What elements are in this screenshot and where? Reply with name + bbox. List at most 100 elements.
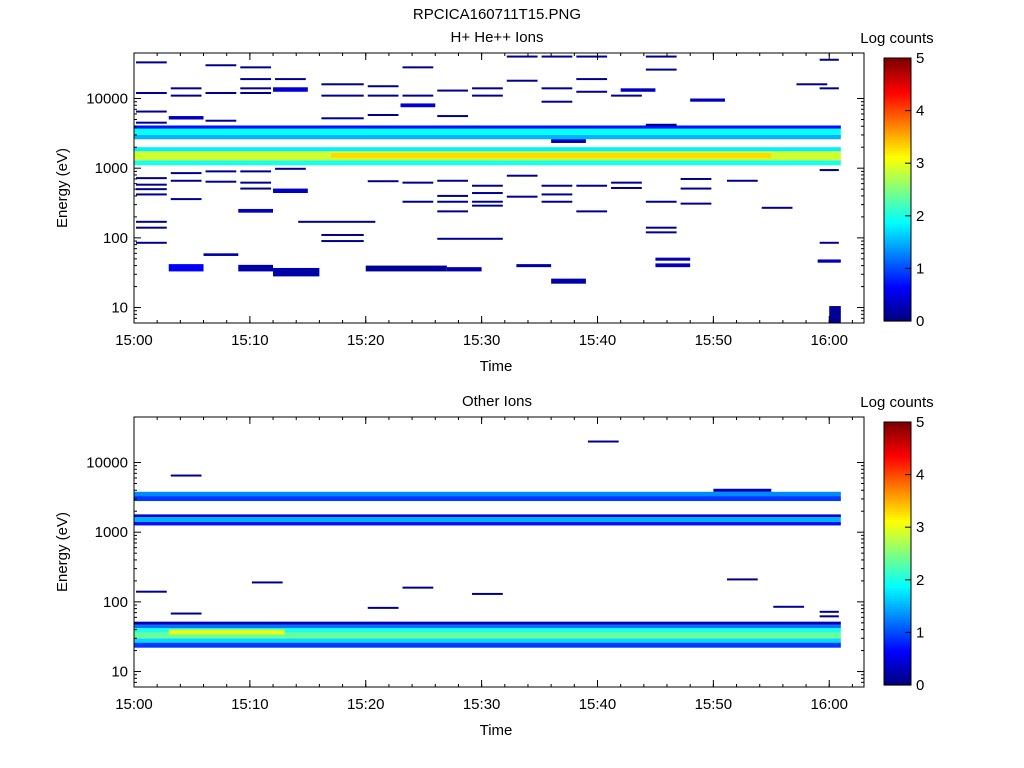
colorbar-step — [884, 171, 911, 175]
colorbar-step — [884, 276, 911, 280]
colorbar-tick-label: 1 — [916, 260, 924, 277]
heatmap-trace-1-63 — [541, 100, 573, 103]
x-tick-label: 15:30 — [463, 332, 501, 349]
colorbar-step — [884, 86, 911, 91]
colorbar-step — [884, 113, 911, 117]
colorbar-step — [884, 564, 911, 568]
heatmap-trace-1-81 — [680, 177, 712, 180]
panel-2-colorbar: 0 1 2 3 4 5 — [883, 414, 924, 694]
heatmap-trace-1-8 — [136, 220, 167, 223]
colorbar-step — [884, 94, 911, 99]
heatmap-trace-1-5 — [136, 183, 167, 186]
page-title: RPCICA160711T15.PNG — [413, 6, 581, 23]
heatmap-trace-2-0 — [136, 590, 167, 593]
colorbar-step — [884, 606, 911, 610]
x-tick-label: 15:00 — [115, 332, 153, 349]
y-tick-label: 10 — [111, 664, 128, 681]
colorbar-step — [884, 529, 911, 534]
colorbar-step — [884, 210, 911, 214]
colorbar-step — [884, 645, 911, 649]
colorbar-step — [884, 422, 911, 426]
heatmap-trace-1-19 — [205, 170, 237, 173]
colorbar-step — [884, 71, 911, 75]
y-tick-label: 1000 — [95, 160, 128, 177]
heatmap-cell-1-3 — [134, 134, 841, 140]
colorbar-step — [884, 79, 911, 83]
colorbar-step — [884, 207, 911, 212]
colorbar-step — [884, 569, 911, 573]
colorbar-step — [884, 679, 911, 683]
colorbar-step — [884, 102, 911, 106]
x-tick-label: 15:40 — [579, 332, 617, 349]
colorbar-step — [884, 121, 911, 125]
colorbar-step — [884, 189, 911, 193]
colorbar-step — [884, 286, 911, 291]
colorbar-step — [884, 621, 911, 626]
heatmap-cell-2-2 — [134, 632, 841, 639]
colorbar-step — [884, 73, 911, 78]
panel-1-axes: 15:00 15:10 15:20 15:30 15:40 15:50 16:00 10 100… — [86, 53, 864, 349]
colorbar-step — [884, 653, 911, 657]
colorbar-step — [884, 514, 911, 518]
heatmap-trace-1-56 — [472, 204, 503, 207]
heatmap-trace-1-40 — [402, 66, 434, 69]
heatmap-trace-1-38 — [367, 113, 399, 116]
heatmap-trace-2-2 — [170, 612, 202, 615]
colorbar-step — [884, 281, 911, 285]
colorbar-step — [884, 144, 911, 149]
heatmap-cell-1-5 — [134, 125, 841, 129]
heatmap-cell-1-24 — [690, 98, 725, 102]
heatmap-trace-1-15 — [170, 198, 202, 201]
colorbar-step — [884, 200, 911, 204]
heatmap-cell-1-10 — [168, 264, 204, 272]
heatmap-trace-2-10 — [819, 610, 839, 613]
heatmap-trace-1-29 — [275, 167, 306, 170]
heatmap-cell-1-14 — [655, 263, 691, 268]
x-tick-label: 15:50 — [695, 696, 733, 713]
panel-2-title: Other Ions — [462, 393, 532, 410]
heatmap-trace-1-46 — [437, 179, 469, 182]
colorbar-step — [884, 479, 911, 484]
colorbar-step — [884, 126, 911, 130]
panel-2-xlabel: Time — [480, 722, 513, 739]
heatmap-trace-1-9 — [136, 226, 167, 229]
colorbar-step — [884, 450, 911, 455]
heatmap-trace-1-69 — [576, 90, 608, 93]
colorbar-step — [884, 297, 911, 301]
colorbar-step — [884, 585, 911, 589]
colorbar-step — [884, 197, 911, 201]
heatmap-cell-1-13 — [551, 278, 586, 284]
colorbar-step — [884, 289, 911, 293]
colorbar-step — [884, 205, 911, 209]
heatmap-trace-1-65 — [541, 193, 573, 196]
heatmap-cell-1-19 — [238, 208, 274, 213]
heatmap-trace-2-3 — [251, 581, 283, 584]
heatmap-trace-1-23 — [240, 87, 272, 90]
colorbar-step — [884, 231, 911, 235]
colorbar-step — [884, 663, 911, 668]
colorbar-step — [884, 669, 911, 673]
heatmap-trace-1-28 — [275, 78, 306, 81]
colorbar-step — [884, 244, 911, 248]
heatmap-trace-1-70 — [576, 184, 608, 187]
heatmap-cell-1-23 — [620, 88, 656, 92]
colorbar-step — [884, 110, 911, 114]
heatmap-trace-1-30 — [298, 220, 376, 223]
colorbar-step — [884, 81, 911, 85]
colorbar-step — [884, 487, 911, 491]
heatmap-trace-1-3 — [136, 121, 167, 124]
heatmap-trace-1-10 — [136, 241, 167, 244]
colorbar-step — [884, 561, 911, 565]
heatmap-trace-1-54 — [472, 192, 503, 195]
heatmap-trace-2-6 — [472, 592, 503, 595]
heatmap-cell-1-17 — [516, 264, 552, 268]
heatmap-trace-1-55 — [472, 200, 503, 203]
heatmap-trace-1-41 — [402, 94, 434, 97]
colorbar-step — [884, 443, 911, 447]
panel-1-title: H+ He++ Ions — [451, 29, 544, 46]
colorbar-step — [884, 313, 911, 317]
heatmap-trace-1-18 — [205, 119, 237, 122]
heatmap-cell-2-0 — [134, 642, 841, 648]
heatmap-cell-1-20 — [273, 188, 308, 194]
colorbar-step — [884, 556, 911, 560]
